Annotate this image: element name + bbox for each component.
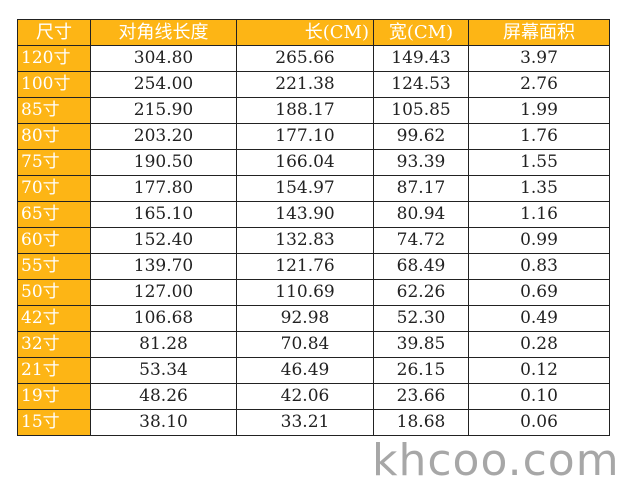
- cell-size: 21寸: [17, 357, 91, 384]
- cell-width: 124.53: [373, 71, 469, 98]
- cell-area: 1.76: [468, 123, 610, 150]
- cell-area: 0.83: [468, 253, 610, 280]
- cell-diagonal: 190.50: [90, 149, 237, 176]
- cell-diagonal: 165.10: [90, 201, 237, 228]
- cell-width: 87.17: [373, 175, 469, 202]
- table-row: 15寸 38.10 33.21 18.68 0.06: [17, 409, 610, 436]
- cell-size: 100寸: [17, 71, 91, 98]
- cell-diagonal: 106.68: [90, 305, 237, 332]
- cell-length: 70.84: [236, 331, 374, 358]
- cell-area: 0.99: [468, 227, 610, 254]
- cell-area: 1.16: [468, 201, 610, 228]
- cell-diagonal: 254.00: [90, 71, 237, 98]
- cell-diagonal: 139.70: [90, 253, 237, 280]
- cell-size: 60寸: [17, 227, 91, 254]
- cell-width: 52.30: [373, 305, 469, 332]
- cell-length: 46.49: [236, 357, 374, 384]
- cell-width: 26.15: [373, 357, 469, 384]
- table-row: 32寸 81.28 70.84 39.85 0.28: [17, 331, 610, 358]
- cell-size: 120寸: [17, 45, 91, 72]
- cell-area: 0.06: [468, 409, 610, 436]
- cell-area: 1.55: [468, 149, 610, 176]
- cell-diagonal: 203.20: [90, 123, 237, 150]
- cell-width: 39.85: [373, 331, 469, 358]
- header-row: 尺寸 对角线长度 长(CM) 宽(CM) 屏幕面积: [17, 19, 610, 46]
- header-diagonal: 对角线长度: [90, 19, 237, 46]
- table-row: 80寸 203.20 177.10 99.62 1.76: [17, 123, 610, 150]
- cell-width: 62.26: [373, 279, 469, 306]
- cell-length: 33.21: [236, 409, 374, 436]
- cell-width: 18.68: [373, 409, 469, 436]
- watermark: khcoo.com: [372, 435, 620, 486]
- cell-width: 93.39: [373, 149, 469, 176]
- cell-diagonal: 38.10: [90, 409, 237, 436]
- cell-width: 68.49: [373, 253, 469, 280]
- cell-length: 177.10: [236, 123, 374, 150]
- cell-diagonal: 127.00: [90, 279, 237, 306]
- table-row: 60寸 152.40 132.83 74.72 0.99: [17, 227, 610, 254]
- table-row: 50寸 127.00 110.69 62.26 0.69: [17, 279, 610, 306]
- cell-area: 0.10: [468, 383, 610, 410]
- table-row: 42寸 106.68 92.98 52.30 0.49: [17, 305, 610, 332]
- cell-length: 132.83: [236, 227, 374, 254]
- cell-size: 50寸: [17, 279, 91, 306]
- cell-width: 74.72: [373, 227, 469, 254]
- table-row: 65寸 165.10 143.90 80.94 1.16: [17, 201, 610, 228]
- cell-diagonal: 81.28: [90, 331, 237, 358]
- cell-length: 42.06: [236, 383, 374, 410]
- header-width: 宽(CM): [373, 19, 469, 46]
- table-row: 120寸 304.80 265.66 149.43 3.97: [17, 45, 610, 72]
- cell-size: 15寸: [17, 409, 91, 436]
- table-row: 70寸 177.80 154.97 87.17 1.35: [17, 175, 610, 202]
- tv-size-table: 尺寸 对角线长度 长(CM) 宽(CM) 屏幕面积 120寸 304.80 265.…: [17, 19, 610, 436]
- cell-area: 1.35: [468, 175, 610, 202]
- header-area: 屏幕面积: [468, 19, 610, 46]
- header-size: 尺寸: [17, 19, 91, 46]
- table-row: 100寸 254.00 221.38 124.53 2.76: [17, 71, 610, 98]
- cell-width: 99.62: [373, 123, 469, 150]
- cell-diagonal: 304.80: [90, 45, 237, 72]
- table-row: 55寸 139.70 121.76 68.49 0.83: [17, 253, 610, 280]
- cell-area: 1.99: [468, 97, 610, 124]
- table-row: 19寸 48.26 42.06 23.66 0.10: [17, 383, 610, 410]
- cell-diagonal: 215.90: [90, 97, 237, 124]
- cell-diagonal: 48.26: [90, 383, 237, 410]
- page: 尺寸 对角线长度 长(CM) 宽(CM) 屏幕面积 120寸 304.80 265.…: [17, 19, 620, 486]
- cell-diagonal: 177.80: [90, 175, 237, 202]
- cell-size: 70寸: [17, 175, 91, 202]
- cell-length: 110.69: [236, 279, 374, 306]
- header-length: 长(CM): [236, 19, 374, 46]
- cell-length: 166.04: [236, 149, 374, 176]
- cell-length: 265.66: [236, 45, 374, 72]
- cell-size: 55寸: [17, 253, 91, 280]
- cell-area: 3.97: [468, 45, 610, 72]
- cell-size: 80寸: [17, 123, 91, 150]
- table-row: 21寸 53.34 46.49 26.15 0.12: [17, 357, 610, 384]
- cell-width: 80.94: [373, 201, 469, 228]
- cell-length: 121.76: [236, 253, 374, 280]
- table-row: 85寸 215.90 188.17 105.85 1.99: [17, 97, 610, 124]
- cell-area: 0.49: [468, 305, 610, 332]
- cell-length: 188.17: [236, 97, 374, 124]
- cell-size: 65寸: [17, 201, 91, 228]
- cell-length: 221.38: [236, 71, 374, 98]
- cell-size: 32寸: [17, 331, 91, 358]
- cell-width: 149.43: [373, 45, 469, 72]
- cell-size: 85寸: [17, 97, 91, 124]
- cell-size: 75寸: [17, 149, 91, 176]
- cell-size: 19寸: [17, 383, 91, 410]
- cell-length: 143.90: [236, 201, 374, 228]
- cell-area: 0.12: [468, 357, 610, 384]
- cell-size: 42寸: [17, 305, 91, 332]
- cell-diagonal: 53.34: [90, 357, 237, 384]
- cell-area: 0.69: [468, 279, 610, 306]
- cell-length: 154.97: [236, 175, 374, 202]
- cell-length: 92.98: [236, 305, 374, 332]
- cell-area: 2.76: [468, 71, 610, 98]
- table-row: 75寸 190.50 166.04 93.39 1.55: [17, 149, 610, 176]
- cell-width: 105.85: [373, 97, 469, 124]
- cell-width: 23.66: [373, 383, 469, 410]
- cell-diagonal: 152.40: [90, 227, 237, 254]
- cell-area: 0.28: [468, 331, 610, 358]
